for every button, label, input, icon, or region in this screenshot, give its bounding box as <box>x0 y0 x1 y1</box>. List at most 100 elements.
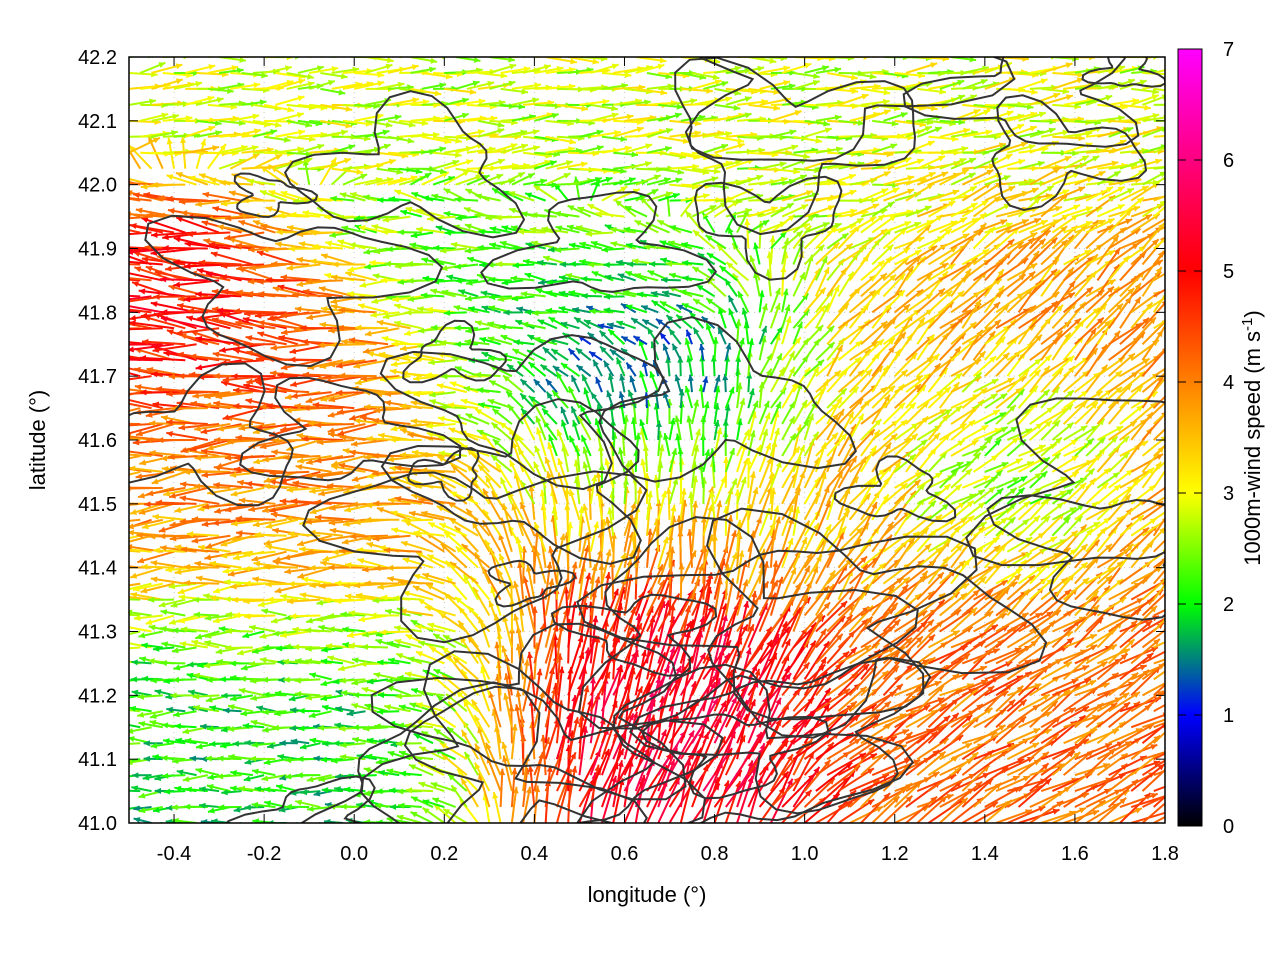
wind-vector <box>1018 728 1053 745</box>
y-axis-label: latitude (°) <box>25 390 50 491</box>
wind-vector <box>129 599 130 601</box>
wind-vector <box>129 615 130 617</box>
wind-vector <box>950 781 983 808</box>
wind-vector <box>129 280 130 282</box>
wind-vector <box>129 742 141 745</box>
x-tick-label: 0.0 <box>340 843 368 865</box>
wind-vector <box>200 723 220 730</box>
wind-vector <box>431 797 456 808</box>
wind-vector <box>129 723 141 729</box>
x-tick-label: 1.0 <box>791 843 819 865</box>
x-tick-label: 1.8 <box>1151 843 1179 865</box>
wind-vector <box>143 740 163 747</box>
wind-vector <box>399 57 406 58</box>
wind-vector <box>894 57 900 58</box>
wind-vector <box>514 704 525 744</box>
wind-vector <box>758 770 790 808</box>
wind-vector <box>418 781 445 793</box>
wind-vector <box>1074 742 1113 761</box>
wind-vector <box>500 57 506 58</box>
wind-vector <box>460 729 479 760</box>
wind-vector <box>133 805 152 812</box>
wind-vector <box>221 789 242 796</box>
wind-vector <box>129 166 130 169</box>
wind-vector <box>1006 727 1041 745</box>
wind-vector <box>540 734 547 776</box>
wind-vector <box>510 786 519 823</box>
wind-vector <box>129 726 130 728</box>
wind-vector <box>460 777 479 808</box>
wind-vector <box>950 751 980 776</box>
wind-vector <box>129 519 130 521</box>
wind-vector <box>129 534 130 536</box>
wind-vector <box>1006 805 1046 823</box>
wind-vector <box>624 57 629 58</box>
wind-vector <box>658 57 663 58</box>
wind-vector <box>410 795 434 808</box>
wind-vector <box>378 769 400 777</box>
y-tick-label: 41.7 <box>78 366 117 388</box>
wind-vector <box>1018 57 1022 58</box>
wind-vector <box>410 811 434 823</box>
wind-vector <box>1153 752 1165 761</box>
wind-vector <box>849 57 855 58</box>
wind-vector <box>330 757 355 764</box>
wind-vector <box>973 57 980 58</box>
wind-vector <box>169 822 175 823</box>
colorbar-tick-label: 7 <box>1223 39 1234 61</box>
wind-vector <box>758 739 790 776</box>
y-tick-label: 41.6 <box>78 430 117 452</box>
wind-vector <box>209 740 231 747</box>
wind-vector <box>176 769 197 777</box>
wind-vector <box>203 822 208 823</box>
wind-vector <box>131 785 152 793</box>
wind-vector <box>389 803 411 811</box>
wind-vector <box>422 799 445 808</box>
wind-vector <box>510 767 518 808</box>
wind-vector <box>304 822 310 823</box>
x-tick-label: -0.4 <box>157 843 191 865</box>
x-tick-label: 1.6 <box>1061 843 1089 865</box>
wind-vector <box>905 795 938 823</box>
wind-vector <box>1051 714 1087 744</box>
wind-vector <box>1096 740 1133 761</box>
wind-vector <box>488 690 502 728</box>
wind-vector <box>129 550 130 552</box>
wind-vector <box>612 713 635 760</box>
wind-vector <box>770 753 794 792</box>
wind-vector <box>1153 731 1165 744</box>
wind-vector <box>217 755 242 762</box>
wind-vector <box>129 216 130 218</box>
wind-vector <box>1153 795 1165 808</box>
wind-vector <box>163 788 186 795</box>
wind-vector <box>860 57 866 58</box>
wind-vector <box>174 57 181 58</box>
colorbar-tick-label: 2 <box>1223 594 1234 616</box>
wind-vector <box>470 699 491 728</box>
wind-vector <box>228 753 253 761</box>
wind-vector <box>1153 57 1160 58</box>
wind-vector <box>442 808 468 823</box>
wind-vector <box>927 712 960 744</box>
wind-vector <box>242 722 265 729</box>
wind-vector <box>422 807 445 823</box>
y-tick-label: 41.3 <box>78 622 117 644</box>
wind-vector <box>849 805 884 823</box>
wind-vector <box>334 722 355 729</box>
wind-vector <box>283 822 298 823</box>
wind-vector <box>129 423 130 425</box>
wind-vector <box>601 748 625 792</box>
wind-vector <box>590 57 596 58</box>
wind-vector <box>129 663 130 665</box>
wind-vector <box>1018 751 1050 776</box>
wind-vector <box>297 57 303 58</box>
x-tick-label: -0.2 <box>247 843 281 865</box>
wind-vector <box>216 773 242 780</box>
wind-vector <box>1141 759 1165 776</box>
wind-vector <box>503 692 513 728</box>
wind-vector <box>140 57 143 58</box>
wind-vector <box>502 755 513 792</box>
wind-vector <box>138 720 163 729</box>
